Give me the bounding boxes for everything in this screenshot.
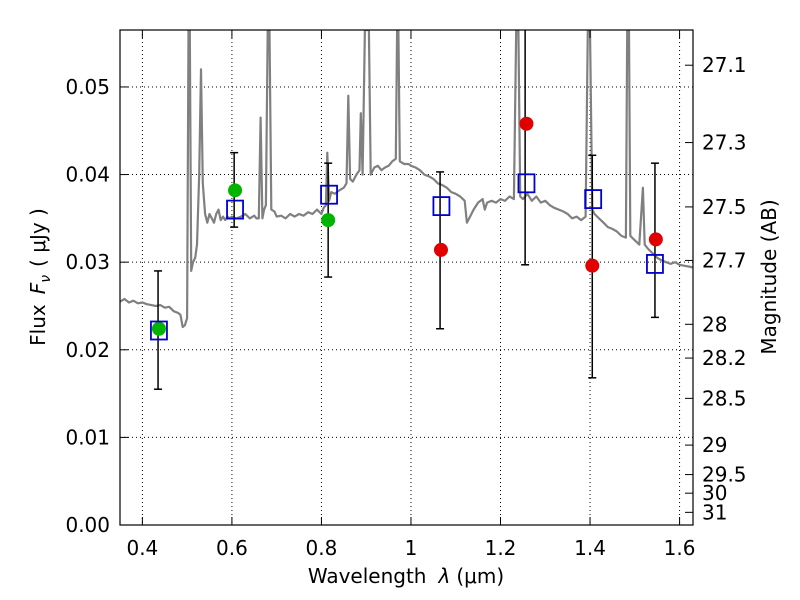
mag-tick-label: 29.5 [702,463,747,487]
y-tick-label: 0.02 [65,338,110,362]
mag-tick-label: 27.5 [702,195,747,219]
x-tick-label: 1.4 [574,536,606,560]
spectrum-layer [120,30,693,329]
mag-tick-label: 29 [702,433,727,457]
mag-tick-label: 30 [702,481,727,505]
y-tick-label: 0.05 [65,75,110,99]
y2-axis-label: Magnitude (AB) [757,199,781,354]
x-tick-label: 1.6 [664,536,696,560]
model-square-point [584,189,603,209]
x-axis-label: Wavelength λ (μm) [308,564,504,588]
model-square-point [432,196,451,216]
spectrum-line [120,30,693,329]
model-square-point [517,173,536,194]
grid [120,30,693,526]
y-tick-label: 0.04 [65,163,110,187]
x-axis-label-text: Wavelength [308,564,427,588]
x-tick-label: 1 [405,536,418,560]
x-tick-label: 0.4 [126,536,158,560]
y-axis-label-subscript: ν [38,275,54,283]
x-tick-label: 0.6 [216,536,248,560]
markers [150,116,664,341]
y-axis-label: Flux Fν ( μJy ) [26,208,54,346]
y-axis-label-symbol: F [26,282,50,294]
x-axis-label-unit: (μm) [456,564,504,588]
y-tick-label: 0.03 [65,250,110,274]
x-axis-label-symbol: λ [438,564,451,588]
green-data-point [321,213,336,228]
mag-tick-label: 27.7 [702,248,747,272]
red-data-point [519,116,534,131]
x-tick-label: 1.2 [485,536,517,560]
mag-tick-label: 28 [702,312,727,336]
y-axis-label-unit: ( μJy ) [26,208,50,267]
model-square-point [646,254,664,274]
y-tick-label: 0.01 [65,425,110,449]
green-data-point [151,321,166,336]
mag-tick-label: 28.2 [702,346,747,370]
model-square-point [150,320,168,341]
green-data-point [228,183,243,198]
mag-tick-label: 31 [702,500,727,524]
plot-frame [119,29,694,526]
mag-tick-label: 28.5 [702,386,747,410]
mag-tick-label: 27.1 [702,53,747,77]
model-square-point [320,184,338,205]
red-data-point [648,232,663,247]
y-tick-label: 0.00 [65,513,110,537]
model-square-point [226,199,244,220]
red-data-point [433,242,448,257]
ticks: 0.4 0.6 0.8 1 1.2 1.4 1.6 0.00 0.01 0.02 0.03 0.04 0… [65,30,747,560]
x-tick-label: 0.8 [306,536,338,560]
mag-tick-label: 27.3 [702,131,747,155]
y-axis-label-text: Flux [26,304,50,346]
red-data-point [585,258,600,273]
